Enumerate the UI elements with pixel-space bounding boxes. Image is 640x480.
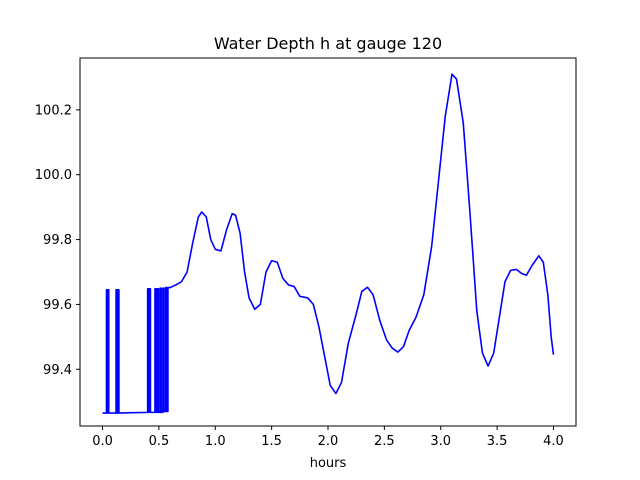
x-tick-label: 2.0 [318, 434, 339, 449]
x-tick-label: 2.5 [374, 434, 395, 449]
x-tick-label: 1.5 [261, 434, 282, 449]
axis-ticks: 0.0 0.5 1.0 1.5 2.0 2.5 3.0 3.5 4.0 99.4 99.6 99.8 1… [35, 103, 564, 449]
chart-title: Water Depth h at gauge 120 [214, 34, 442, 53]
x-axis-label: hours [310, 456, 347, 471]
y-tick-label: 99.4 [43, 363, 72, 378]
series-line-0 [102, 73, 555, 414]
x-tick-label: 3.5 [487, 434, 508, 449]
axes-frame [79, 57, 577, 427]
y-tick-label: 99.6 [43, 298, 72, 313]
x-tick-label: 1.0 [205, 434, 226, 449]
y-tick-label: 99.8 [43, 233, 72, 248]
y-tick-label: 100.0 [35, 168, 72, 183]
x-tick-label: 0.0 [92, 434, 113, 449]
plot-area [102, 73, 555, 414]
y-tick-label: 100.2 [35, 103, 72, 118]
x-tick-label: 4.0 [543, 434, 564, 449]
x-tick-label: 0.5 [149, 434, 170, 449]
x-tick-label: 3.0 [430, 434, 451, 449]
